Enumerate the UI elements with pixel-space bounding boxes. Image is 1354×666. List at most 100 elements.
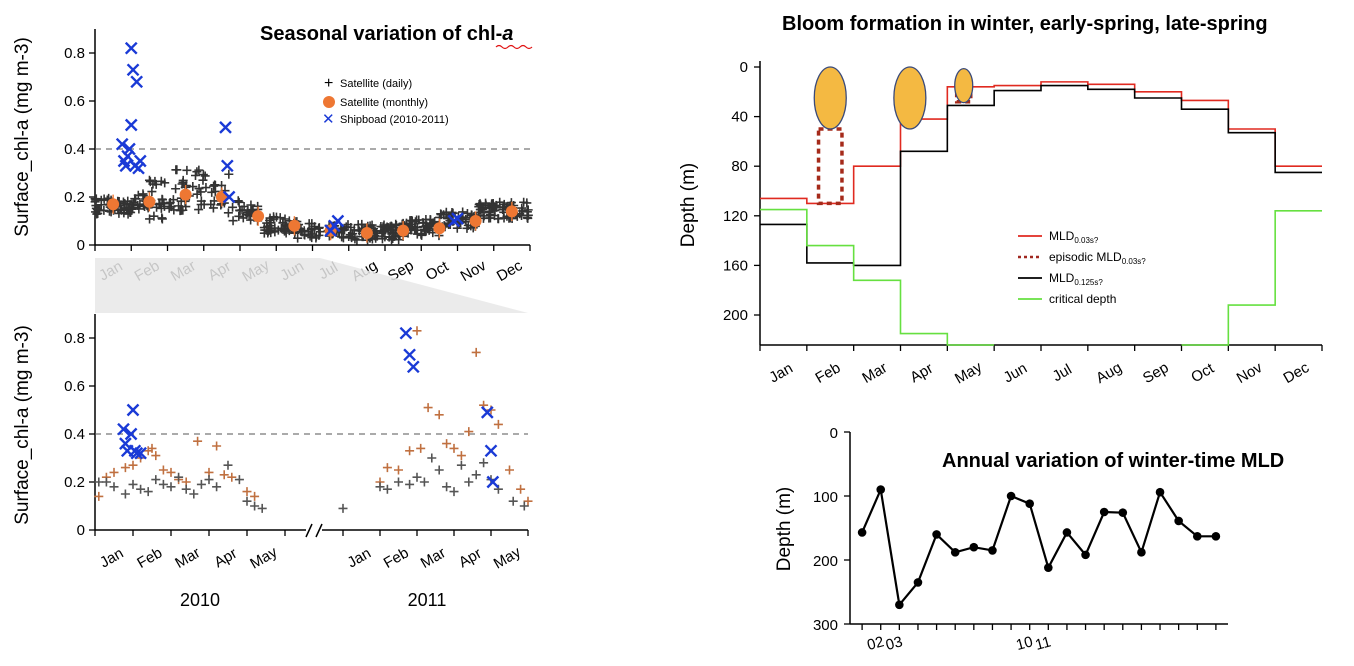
orange-point — [442, 439, 452, 449]
annual-x-tick-label: 11 — [1033, 633, 1052, 653]
gray-point — [143, 487, 153, 497]
daily-point — [201, 183, 211, 193]
daily-point — [349, 225, 359, 235]
gray-point — [189, 489, 199, 499]
seasonal-month-label: Dec — [494, 257, 526, 285]
annual-mld-point — [1025, 499, 1034, 508]
daily-point — [387, 223, 397, 233]
shipboard-month-label: Jan — [97, 545, 126, 572]
monthly-point — [469, 215, 482, 227]
daily-point — [352, 235, 362, 245]
daily-point — [246, 200, 256, 210]
gray-point — [151, 475, 161, 485]
orange-point — [109, 467, 119, 477]
gray-point — [427, 453, 437, 463]
gray-point — [434, 465, 444, 475]
monthly-point — [107, 198, 120, 211]
daily-point — [343, 220, 353, 230]
orange-point — [94, 491, 104, 501]
orange-point — [212, 441, 222, 451]
bloom-legend-label: episodic MLD0.03s? — [1049, 250, 1146, 266]
bloom-month-label: Nov — [1234, 359, 1266, 387]
orange-point — [464, 427, 474, 437]
daily-point — [196, 199, 206, 209]
orange-point — [516, 484, 526, 494]
ship-point — [124, 41, 138, 55]
daily-point — [198, 170, 208, 180]
seasonal-y-tick-label: 0 — [77, 237, 85, 254]
daily-point — [278, 218, 288, 228]
daily-point — [182, 165, 192, 175]
orange-point — [523, 496, 533, 506]
annual-mld-point — [1137, 548, 1146, 557]
gray-point — [212, 482, 222, 492]
bloom-y-tick-label: 0 — [740, 59, 748, 76]
gray-point — [382, 484, 392, 494]
gray-point — [181, 484, 191, 494]
bloom-month-label: Jan — [766, 360, 795, 387]
gray-point — [456, 460, 466, 470]
seasonal-chart: Seasonal variation of chl-a Surface_chl-… — [12, 23, 533, 286]
bloom-legend: MLD0.03s? episodic MLD0.03s? MLD0.125s? cri… — [1010, 223, 1180, 311]
annual-mld-point — [932, 530, 941, 539]
ship-point — [115, 137, 129, 151]
shipboard-point — [406, 360, 420, 374]
orange-point — [394, 465, 403, 475]
annual-x-tick-label: 02 — [865, 633, 886, 654]
gray-point — [250, 501, 260, 511]
daily-point — [518, 206, 528, 216]
bloom-month-label: Apr — [907, 360, 936, 386]
daily-point — [314, 223, 324, 233]
daily-point — [178, 205, 188, 215]
annual-mld-line — [861, 485, 1216, 608]
gray-point — [419, 477, 429, 487]
orange-point — [449, 443, 459, 453]
bloom-y-tick-label: 40 — [731, 109, 748, 126]
daily-point — [157, 214, 167, 224]
daily-point — [149, 211, 159, 221]
orange-point — [416, 443, 426, 453]
bloom-month-label: May — [952, 358, 985, 387]
annual-y-tick-label: 200 — [813, 553, 838, 570]
zoom-connector — [95, 258, 528, 313]
orange-point — [151, 451, 161, 461]
shipboard-ylabel: Surface_chl-a (mg m-3) — [12, 325, 33, 525]
shipboard-point — [124, 427, 138, 441]
year-label-2011: 2011 — [408, 590, 447, 610]
gray-point — [375, 482, 385, 492]
annual-mld-point — [1006, 491, 1016, 501]
shipboard-month-label: Jan — [345, 545, 374, 572]
daily-point — [338, 233, 348, 243]
monthly-point — [397, 224, 410, 237]
annual-title: Annual variation of winter-time MLD — [942, 450, 1284, 472]
daily-point — [181, 181, 191, 191]
daily-point — [194, 205, 204, 215]
shipboard-point — [486, 475, 500, 489]
daily-point — [228, 216, 238, 226]
seasonal-y-tick-label: 0.8 — [64, 45, 85, 62]
annual-mld-point — [1211, 532, 1221, 541]
daily-point — [194, 165, 204, 175]
daily-point — [194, 184, 204, 194]
daily-point — [304, 219, 314, 229]
daily-point — [90, 197, 100, 207]
daily-point — [224, 169, 234, 179]
orange-point — [456, 451, 466, 461]
daily-point — [171, 184, 181, 194]
gray-point — [196, 479, 206, 489]
seasonal-legend: + Satellite (daily) Satellite (monthly) … — [322, 75, 449, 128]
gray-point — [158, 479, 168, 489]
gray-point — [442, 482, 452, 492]
orange-point — [147, 443, 157, 453]
shipboard-point — [119, 437, 132, 450]
annual-mld-point — [1062, 528, 1072, 537]
mld003-line — [760, 81, 1322, 205]
daily-point — [208, 203, 218, 213]
daily-point — [479, 203, 489, 213]
daily-point — [411, 225, 421, 235]
annual-chart: Annual variation of winter-time MLD Dept… — [774, 425, 1284, 654]
ship-point — [130, 75, 144, 89]
bloom-ellipse — [954, 67, 974, 104]
daily-point — [138, 189, 148, 199]
